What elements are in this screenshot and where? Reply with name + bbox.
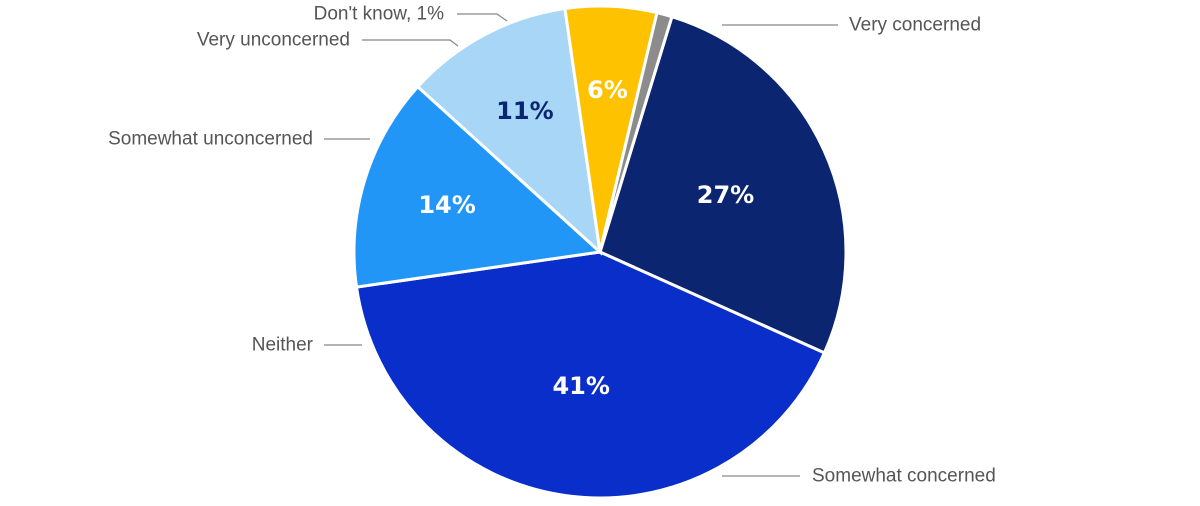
category-label: Somewhat concerned xyxy=(812,466,996,487)
category-label: Don't know, 1% xyxy=(314,4,444,25)
percent-label: 6% xyxy=(587,76,628,104)
pie-slice-somewhat-unconcerned xyxy=(415,6,603,256)
leader-lines xyxy=(324,13,838,477)
percent-label: 14% xyxy=(418,191,475,219)
pie-slice-don-t-know-1 xyxy=(598,10,674,253)
pie-slice-very-concerned xyxy=(598,14,848,355)
percent-label: 27% xyxy=(697,181,754,209)
pie-slice-neither xyxy=(352,84,604,289)
leader-line xyxy=(362,39,459,47)
category-label: Very concerned xyxy=(849,15,981,36)
percent-labels: 27% 41% 14% 11% 6% xyxy=(418,76,754,400)
category-label: Neither xyxy=(252,335,314,356)
category-labels: Very concerned Somewhat concerned Neither S… xyxy=(108,4,996,487)
percent-label: 41% xyxy=(552,372,609,400)
percent-label: 11% xyxy=(496,97,553,125)
pie-slices xyxy=(352,4,848,500)
category-label: Very unconcerned xyxy=(197,30,350,51)
category-label: Somewhat unconcerned xyxy=(108,129,313,150)
leader-line xyxy=(457,13,508,22)
pie-slice-somewhat-concerned xyxy=(354,250,827,500)
